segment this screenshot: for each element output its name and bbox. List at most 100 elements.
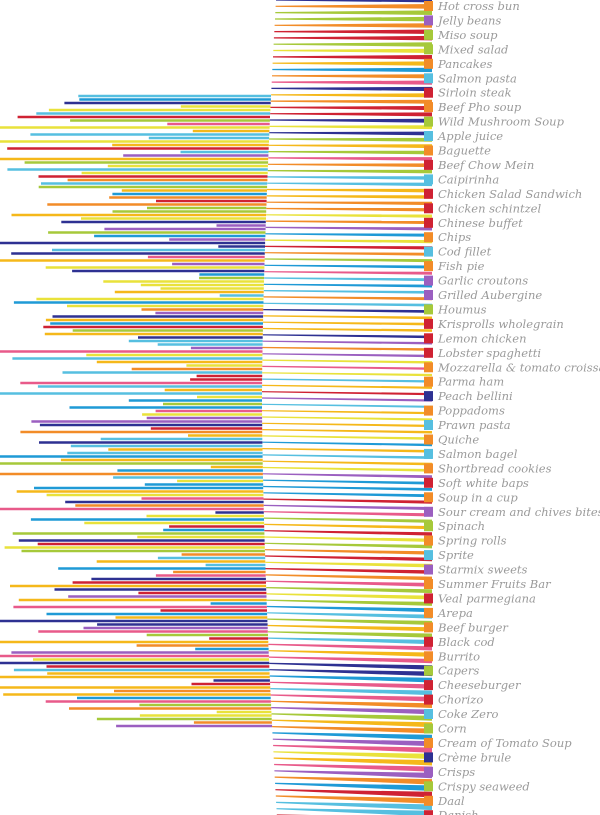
legend-swatch <box>424 636 433 647</box>
legend-swatch <box>424 651 433 662</box>
fan-line <box>267 176 432 180</box>
fan-line <box>262 340 432 345</box>
legend-swatch <box>424 593 433 604</box>
fan-line <box>265 574 432 581</box>
fan-line <box>262 365 432 370</box>
legend-swatch <box>424 463 433 474</box>
legend-label: Baguette <box>437 144 491 158</box>
legend-swatch <box>424 810 433 815</box>
legend-swatch <box>424 420 433 430</box>
legend-swatch <box>424 304 433 315</box>
legend-swatch <box>424 362 433 373</box>
fan-line <box>275 789 432 798</box>
fan-line <box>267 182 432 187</box>
fan-line <box>270 112 432 117</box>
fan-line <box>266 207 432 212</box>
legend-label: Summer Fruits Bar <box>438 577 552 591</box>
legend-label: Salmon pasta <box>438 71 517 85</box>
fan-line <box>263 302 432 307</box>
fan-line <box>263 290 432 294</box>
legend-label: Garlic croutons <box>438 274 528 288</box>
fan-line <box>265 245 432 250</box>
fan-line <box>271 713 432 721</box>
legend-swatch <box>424 73 433 84</box>
fan-line <box>268 150 432 155</box>
legend-swatch <box>424 87 433 98</box>
fan-line <box>263 296 432 301</box>
fan-line <box>272 738 432 747</box>
fan-line <box>265 568 432 574</box>
legend-label: Crème brule <box>438 750 511 764</box>
fan-line <box>273 35 432 41</box>
fan-line <box>276 801 432 811</box>
legend-swatch <box>424 622 433 633</box>
fan-line <box>270 681 432 689</box>
fan-line <box>275 4 432 9</box>
legend-swatch <box>424 145 433 156</box>
fan-line <box>265 226 432 231</box>
legend-swatch <box>424 405 433 416</box>
legend-swatch <box>424 694 433 705</box>
legend-label: Miso soup <box>437 28 498 42</box>
legend-swatch <box>424 723 433 734</box>
legend-label: Soup in a cup <box>438 490 518 504</box>
fan-line <box>273 757 432 766</box>
legend-label: Sour cream and chives bites <box>438 505 600 519</box>
legend-label: Hot cross bun <box>437 0 520 13</box>
fan-line <box>264 530 432 536</box>
fan-line <box>262 435 432 440</box>
fan-line <box>273 744 432 753</box>
legend-label: Burrito <box>437 649 480 663</box>
legend-swatch <box>424 290 433 300</box>
legend-swatch <box>424 564 433 575</box>
fan-line <box>271 86 432 92</box>
fan-lines <box>262 0 432 815</box>
fan-line <box>270 694 432 702</box>
fan-line <box>270 106 432 111</box>
legend-label: Wild Mushroom Soup <box>438 115 565 129</box>
legend-label: Coke Zero <box>438 707 498 721</box>
legend-label: Soft white baps <box>438 476 529 490</box>
fan-line <box>268 157 432 161</box>
fan-line <box>264 523 432 530</box>
fan-line <box>266 201 432 206</box>
legend-swatch <box>424 492 433 503</box>
legend-label: Houmus <box>437 302 487 316</box>
legend-swatch <box>424 44 433 55</box>
fan-line <box>267 618 432 625</box>
legend-label: Quiche <box>438 433 479 447</box>
legend-label: Capers <box>438 664 479 678</box>
fan-line <box>262 460 432 466</box>
fan-line <box>265 233 432 237</box>
fan-line <box>267 631 432 638</box>
fan-line <box>262 384 432 389</box>
legend-swatch <box>424 607 433 618</box>
fan-line <box>263 321 432 326</box>
legend-swatch <box>424 15 433 26</box>
legend-label: Corn <box>438 722 467 736</box>
fan-line <box>262 353 432 358</box>
legend-label: Apple juice <box>437 129 503 143</box>
fan-line <box>265 555 432 562</box>
fan-line <box>276 0 432 3</box>
legend-label: Sirloin steak <box>438 86 512 100</box>
fan-line <box>266 214 432 218</box>
fan-line <box>268 163 432 168</box>
legend-swatch <box>424 188 433 199</box>
legend-label: Starmix sweets <box>438 563 528 577</box>
fan-line <box>263 315 432 320</box>
legend-swatch <box>424 477 433 488</box>
legend-label: Lemon chicken <box>437 331 526 345</box>
fan-line <box>262 397 432 402</box>
legend-swatch <box>424 737 433 748</box>
fan-line <box>270 700 432 708</box>
fan-line <box>271 80 432 85</box>
fan-line <box>275 16 432 22</box>
legend-swatch <box>424 448 433 459</box>
fan-line <box>267 624 432 632</box>
fan-line <box>265 561 432 568</box>
legend-swatch <box>424 261 433 272</box>
legend-swatch <box>424 1 433 11</box>
fan-line <box>263 498 432 504</box>
legend-swatch <box>424 159 433 170</box>
